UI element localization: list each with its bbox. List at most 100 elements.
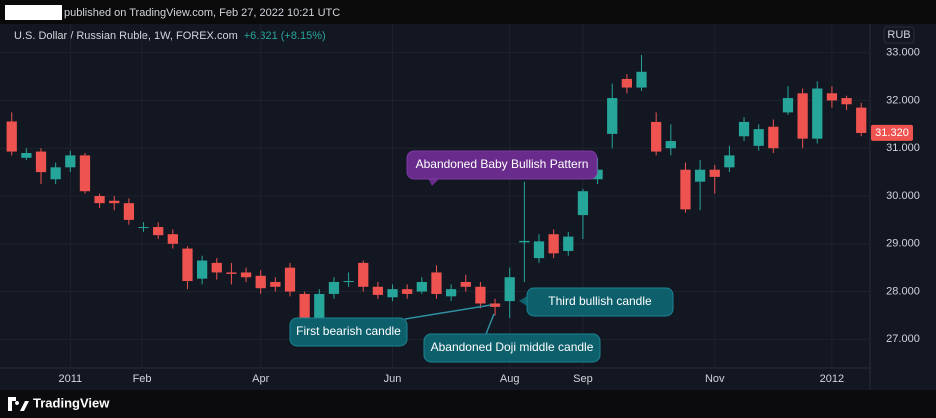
candle-body xyxy=(196,260,208,279)
candle-body xyxy=(284,267,296,292)
currency: RUB xyxy=(887,29,910,41)
candle-body xyxy=(519,240,530,243)
x-tick-label: Nov xyxy=(705,373,725,385)
candle-body xyxy=(680,169,691,210)
candle-body xyxy=(592,169,603,180)
candle-body xyxy=(504,277,515,302)
redaction xyxy=(5,5,62,20)
published-text: published on TradingView.com, Feb 27, 20… xyxy=(64,7,340,19)
y-tick-label: 27.000 xyxy=(886,333,920,345)
candle-body xyxy=(753,129,764,146)
candle-body xyxy=(665,141,676,149)
annotations: Abandoned Baby Bullish Pattern First bear… xyxy=(289,150,674,363)
candle-body xyxy=(109,200,120,204)
candle-body xyxy=(768,126,779,149)
candle-body xyxy=(226,272,237,274)
candle-body xyxy=(211,262,222,273)
annotation-tail xyxy=(428,178,440,186)
annotation-box xyxy=(406,150,598,180)
candle-body xyxy=(812,88,823,139)
candle-body xyxy=(94,196,105,204)
candle-body xyxy=(533,241,545,259)
change: +6.321 (+8.15%) xyxy=(244,30,326,42)
annotation-text: Abandoned Doji middle candle xyxy=(431,340,594,354)
candle-body xyxy=(50,167,61,180)
x-tick-label: Jun xyxy=(384,373,402,385)
candle-body xyxy=(841,98,852,105)
x-tick-label: Sep xyxy=(573,373,593,385)
candle-body xyxy=(387,289,398,298)
y-tick-label: 33.000 xyxy=(886,47,920,59)
candle-body xyxy=(475,286,486,304)
header-bar xyxy=(0,0,936,24)
candle-body xyxy=(328,282,340,294)
candle-body xyxy=(372,286,384,295)
candle-body xyxy=(6,121,17,152)
candle-body xyxy=(709,169,720,177)
x-tick-label: 2011 xyxy=(58,373,82,385)
candle-body xyxy=(782,98,794,113)
candle-body xyxy=(416,282,427,292)
candle-body xyxy=(489,303,501,307)
candle-body xyxy=(724,155,735,168)
candle-body xyxy=(563,236,574,251)
candle-body xyxy=(797,93,808,139)
annotation-tail xyxy=(519,296,527,306)
candle-body xyxy=(577,191,589,216)
candle-body xyxy=(358,262,369,287)
annotation-box xyxy=(526,287,674,317)
footer-bar xyxy=(0,390,936,418)
x-tick-label: Aug xyxy=(500,373,520,385)
candle-body xyxy=(460,282,471,287)
candle-body xyxy=(651,121,662,152)
candle-body xyxy=(167,234,178,244)
last-price-label: 31.320 xyxy=(875,127,909,139)
y-tick-label: 28.000 xyxy=(886,285,920,297)
x-tick-label: Apr xyxy=(252,373,269,385)
candle-body xyxy=(79,155,91,192)
x-tick-label: 2012 xyxy=(820,373,844,385)
logo xyxy=(8,397,29,411)
y-tick-label: 31.000 xyxy=(886,142,920,154)
annotation-text: First bearish candle xyxy=(296,324,401,338)
candle-body xyxy=(21,153,32,158)
candle-body xyxy=(607,98,618,134)
symbol-line: U.S. Dollar / Russian Ruble, 1W, FOREX.c… xyxy=(14,30,326,42)
candle-body xyxy=(636,71,647,88)
candle-body xyxy=(856,107,867,133)
candle-body xyxy=(621,78,632,88)
annotation-box xyxy=(289,317,408,347)
x-tick-label: Feb xyxy=(133,373,152,385)
y-tick-label: 32.000 xyxy=(886,94,920,106)
candle-body xyxy=(402,289,413,294)
candle-body xyxy=(35,151,47,173)
last-price-box xyxy=(871,124,913,141)
candle-body xyxy=(123,203,135,220)
annotation-box xyxy=(423,333,601,363)
candle-body xyxy=(826,93,838,101)
annotation-pointer xyxy=(485,313,495,335)
candle-body xyxy=(240,272,252,278)
candle-body xyxy=(255,275,266,289)
y-tick-label: 29.000 xyxy=(886,238,920,250)
y-tick-label: 30.000 xyxy=(886,190,920,202)
candle-body xyxy=(314,293,325,321)
annotation-text: Third bullish candle xyxy=(548,294,652,308)
candle-body xyxy=(431,272,442,294)
candle-body xyxy=(138,227,149,229)
currency-box xyxy=(883,26,915,44)
brand: TradingView xyxy=(33,395,110,410)
candle-body xyxy=(270,282,281,287)
annotation-pointer xyxy=(404,304,492,320)
candle-body xyxy=(445,289,457,297)
candle-body xyxy=(153,227,164,236)
annotation-text: Abandoned Baby Bullish Pattern xyxy=(416,157,589,171)
candles xyxy=(6,55,867,325)
candle-body xyxy=(343,281,354,283)
candle-body xyxy=(694,169,706,182)
candle-body xyxy=(299,293,310,318)
candle-body xyxy=(65,155,76,168)
symbol: U.S. Dollar / Russian Ruble, 1W, FOREX.c… xyxy=(14,30,238,42)
candle-body xyxy=(738,121,750,137)
